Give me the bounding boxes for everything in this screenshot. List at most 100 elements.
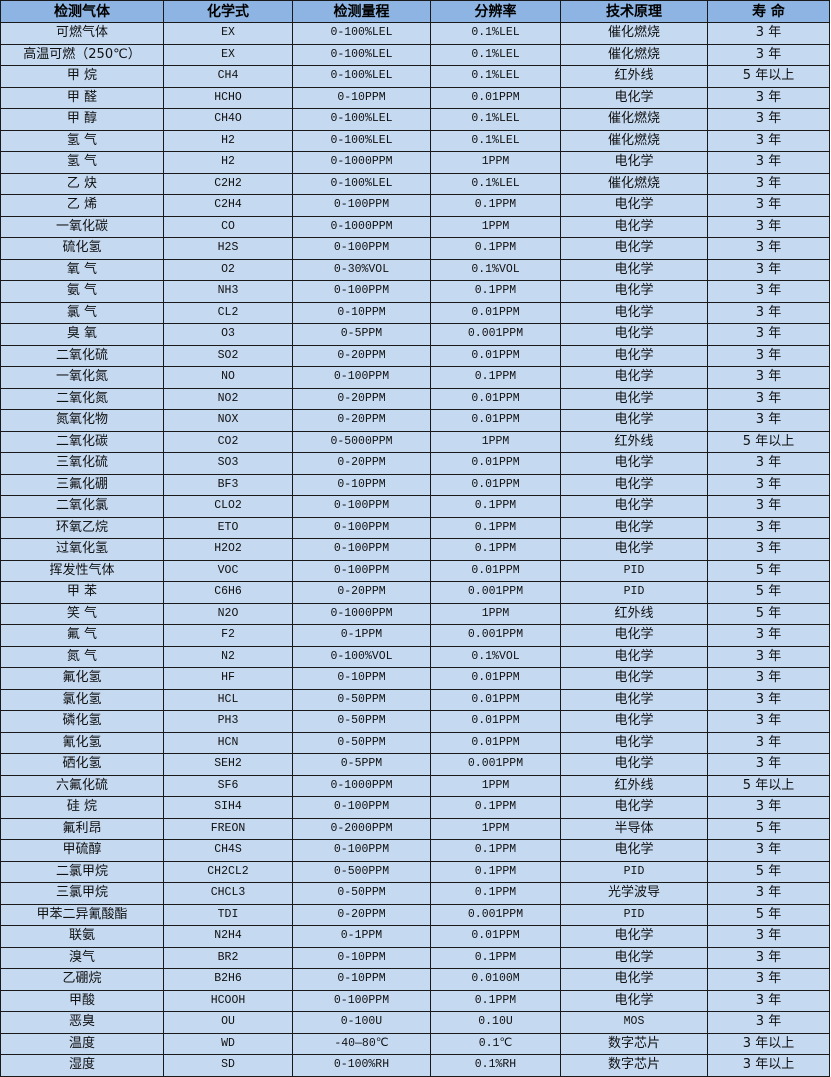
cell-formula: SIH4 [163, 796, 293, 819]
cell-lifespan: 3 年 [707, 538, 830, 561]
cell-lifespan: 3 年 [707, 301, 830, 324]
table-row: 笑 气 N2O 0-1000PPM 1PPM 红外线 5 年 [0, 602, 830, 625]
cell-range: 0-50PPM [292, 882, 431, 905]
cell-principle: 电化学 [560, 688, 708, 711]
cell-formula: VOC [163, 559, 293, 582]
table-row: 湿度 SD 0-100%RH 0.1%RH 数字芯片 3 年以上 [0, 1054, 830, 1077]
cell-lifespan: 3 年 [707, 753, 830, 776]
table-row: 过氧化氢 H2O2 0-100PPM 0.1PPM 电化学 3 年 [0, 538, 830, 561]
cell-formula: N2O [163, 602, 293, 625]
cell-formula: CO [163, 215, 293, 238]
cell-resolution: 0.1%LEL [430, 43, 561, 66]
cell-gas-name: 硅 烷 [0, 796, 164, 819]
table-row: 氟化氢 HF 0-10PPM 0.01PPM 电化学 3 年 [0, 667, 830, 690]
cell-lifespan: 3 年 [707, 516, 830, 539]
cell-lifespan: 3 年以上 [707, 1032, 830, 1055]
cell-range: 0-100PPM [292, 495, 431, 518]
cell-lifespan: 5 年以上 [707, 774, 830, 797]
table-row: 乙 炔 C2H2 0-100%LEL 0.1%LEL 催化燃烧 3 年 [0, 172, 830, 195]
cell-gas-name: 氢 气 [0, 129, 164, 152]
cell-lifespan: 5 年以上 [707, 65, 830, 88]
cell-range: 0-500PPM [292, 860, 431, 883]
cell-gas-name: 甲 烷 [0, 65, 164, 88]
cell-resolution: 0.1PPM [430, 516, 561, 539]
cell-resolution: 1PPM [430, 774, 561, 797]
cell-resolution: 0.01PPM [430, 301, 561, 324]
cell-formula: NH3 [163, 280, 293, 303]
cell-principle: 电化学 [560, 710, 708, 733]
cell-gas-name: 二氧化碳 [0, 430, 164, 453]
cell-range: 0-100PPM [292, 559, 431, 582]
table-row: 环氧乙烷 ETO 0-100PPM 0.1PPM 电化学 3 年 [0, 516, 830, 539]
cell-resolution: 0.1℃ [430, 1032, 561, 1055]
cell-lifespan: 3 年 [707, 108, 830, 131]
cell-principle: 光学波导 [560, 882, 708, 905]
cell-lifespan: 3 年 [707, 667, 830, 690]
cell-resolution: 0.001PPM [430, 581, 561, 604]
cell-lifespan: 5 年 [707, 860, 830, 883]
table-row: 乙硼烷 B2H6 0-10PPM 0.0100M 电化学 3 年 [0, 968, 830, 991]
cell-gas-name: 乙 炔 [0, 172, 164, 195]
cell-gas-name: 一氧化氮 [0, 366, 164, 389]
cell-gas-name: 联氨 [0, 925, 164, 948]
cell-principle: 催化燃烧 [560, 108, 708, 131]
cell-resolution: 0.1PPM [430, 860, 561, 883]
header-lifespan: 寿 命 [707, 0, 830, 23]
cell-principle: 电化学 [560, 280, 708, 303]
cell-formula: CH4S [163, 839, 293, 862]
cell-range: 0-100PPM [292, 989, 431, 1012]
cell-range: 0-100%VOL [292, 645, 431, 668]
cell-resolution: 0.01PPM [430, 344, 561, 367]
cell-gas-name: 氢 气 [0, 151, 164, 174]
cell-lifespan: 3 年 [707, 366, 830, 389]
table-row: 甲 烷 CH4 0-100%LEL 0.1%LEL 红外线 5 年以上 [0, 65, 830, 88]
cell-principle: 红外线 [560, 774, 708, 797]
cell-formula: N2 [163, 645, 293, 668]
table-row: 三氯甲烷 CHCL3 0-50PPM 0.1PPM 光学波导 3 年 [0, 882, 830, 905]
cell-formula: CH4O [163, 108, 293, 131]
cell-principle: 电化学 [560, 301, 708, 324]
cell-range: 0-10PPM [292, 301, 431, 324]
cell-lifespan: 3 年 [707, 43, 830, 66]
table-row: 硒化氢 SEH2 0-5PPM 0.001PPM 电化学 3 年 [0, 753, 830, 776]
cell-gas-name: 氟 气 [0, 624, 164, 647]
cell-principle: MOS [560, 1011, 708, 1034]
table-row: 溴气 BR2 0-10PPM 0.1PPM 电化学 3 年 [0, 946, 830, 969]
table-row: 甲 苯 C6H6 0-20PPM 0.001PPM PID 5 年 [0, 581, 830, 604]
cell-range: 0-100PPM [292, 366, 431, 389]
cell-principle: 电化学 [560, 645, 708, 668]
table-row: 温度 WD -40—80℃ 0.1℃ 数字芯片 3 年以上 [0, 1032, 830, 1055]
cell-formula: CLO2 [163, 495, 293, 518]
cell-gas-name: 氨 气 [0, 280, 164, 303]
cell-lifespan: 5 年以上 [707, 430, 830, 453]
cell-principle: 电化学 [560, 796, 708, 819]
cell-formula: CHCL3 [163, 882, 293, 905]
cell-range: 0-100PPM [292, 237, 431, 260]
cell-range: 0-5PPM [292, 753, 431, 776]
cell-range: 0-10PPM [292, 946, 431, 969]
cell-resolution: 0.01PPM [430, 667, 561, 690]
cell-lifespan: 3 年 [707, 452, 830, 475]
cell-range: 0-100PPM [292, 516, 431, 539]
table-row: 氮 气 N2 0-100%VOL 0.1%VOL 电化学 3 年 [0, 645, 830, 668]
table-row: 三氟化硼 BF3 0-10PPM 0.01PPM 电化学 3 年 [0, 473, 830, 496]
cell-lifespan: 3 年 [707, 237, 830, 260]
cell-range: 0-10PPM [292, 667, 431, 690]
cell-resolution: 0.1%LEL [430, 108, 561, 131]
cell-range: 0-100%LEL [292, 22, 431, 45]
cell-gas-name: 环氧乙烷 [0, 516, 164, 539]
cell-lifespan: 3 年 [707, 151, 830, 174]
cell-range: 0-100PPM [292, 194, 431, 217]
cell-range: 0-20PPM [292, 409, 431, 432]
cell-formula: N2H4 [163, 925, 293, 948]
table-row: 氧 气 O2 0-30%VOL 0.1%VOL 电化学 3 年 [0, 258, 830, 281]
cell-gas-name: 氟化氢 [0, 667, 164, 690]
cell-range: 0-100PPM [292, 796, 431, 819]
cell-formula: ETO [163, 516, 293, 539]
cell-range: 0-5000PPM [292, 430, 431, 453]
cell-lifespan: 3 年 [707, 280, 830, 303]
cell-lifespan: 3 年 [707, 409, 830, 432]
cell-gas-name: 湿度 [0, 1054, 164, 1077]
table-row: 一氧化氮 NO 0-100PPM 0.1PPM 电化学 3 年 [0, 366, 830, 389]
